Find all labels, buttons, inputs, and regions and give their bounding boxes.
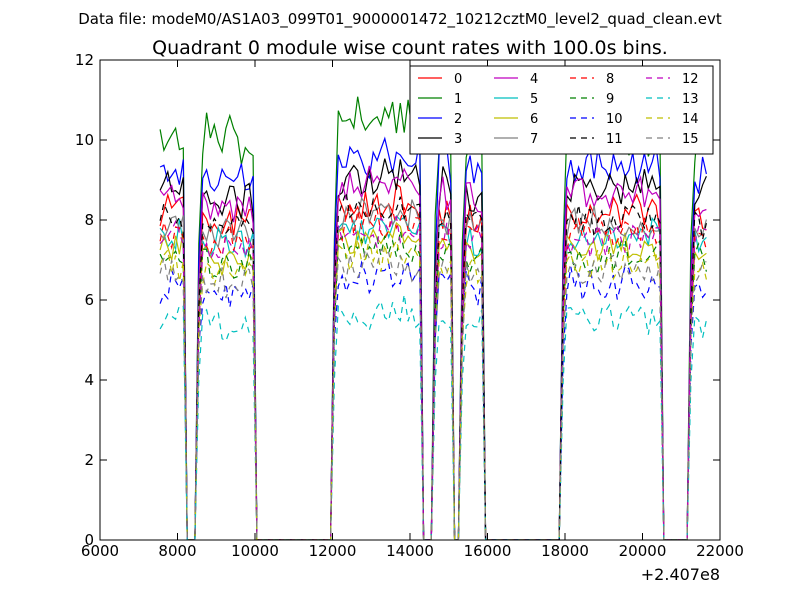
chart-title: Quadrant 0 module wise count rates with … <box>152 37 668 59</box>
series-line-12 <box>159 215 707 540</box>
plot-area <box>159 96 707 540</box>
legend-label-10: 10 <box>606 112 623 127</box>
legend-label-9: 9 <box>606 92 614 107</box>
legend-label-1: 1 <box>454 92 462 107</box>
x-tick-label: 6000 <box>81 542 119 560</box>
x-tick-label: 14000 <box>386 542 434 560</box>
legend-label-11: 11 <box>606 132 623 147</box>
x-tick-label: 22000 <box>696 542 744 560</box>
y-tick-label: 10 <box>75 131 94 149</box>
series-line-15 <box>159 247 707 540</box>
axes: 6000 8000 10000 12000 14000 16000 18000 20000 22… <box>75 51 744 560</box>
legend-label-7: 7 <box>530 132 538 147</box>
x-tick-label: 12000 <box>309 542 357 560</box>
y-tick-label: 8 <box>84 211 94 229</box>
legend-label-4: 4 <box>530 72 538 87</box>
legend-label-14: 14 <box>682 112 699 127</box>
legend-label-3: 3 <box>454 132 462 147</box>
suptitle: Data file: modeM0/AS1A03_099T01_90000014… <box>78 10 722 29</box>
y-tick-label: 6 <box>84 291 94 309</box>
legend-box <box>409 65 714 155</box>
series-line-10 <box>159 260 707 540</box>
legend-label-2: 2 <box>454 112 462 127</box>
x-tick-label: 10000 <box>231 542 279 560</box>
legend-label-8: 8 <box>606 72 614 87</box>
legend-label-12: 12 <box>682 72 699 87</box>
x-tick-label: 18000 <box>541 542 589 560</box>
legend-label-5: 5 <box>530 92 538 107</box>
y-tick-label: 12 <box>75 51 94 69</box>
legend-label-6: 6 <box>530 112 538 127</box>
x-tick-label: 20000 <box>619 542 667 560</box>
legend-label-13: 13 <box>682 92 699 107</box>
legend-label-0: 0 <box>454 72 462 87</box>
legend-label-15: 15 <box>682 132 699 147</box>
x-tick-label: 8000 <box>158 542 196 560</box>
y-tick-label: 4 <box>84 371 94 389</box>
y-tick-label: 0 <box>84 531 94 549</box>
x-offset-label: +2.407e8 <box>641 565 720 584</box>
y-tick-label: 2 <box>84 451 94 469</box>
x-tick-label: 16000 <box>464 542 512 560</box>
